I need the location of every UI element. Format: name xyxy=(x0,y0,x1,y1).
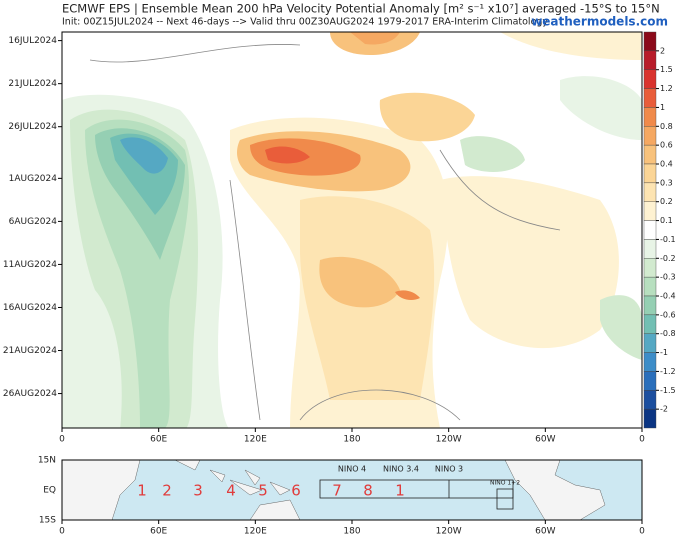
phase-label: 7 xyxy=(332,482,342,500)
colorbar-swatch xyxy=(643,163,657,184)
colorbar-swatch xyxy=(643,31,657,52)
colorbar-swatch xyxy=(643,276,657,297)
x-tick-label: 60E xyxy=(150,435,167,445)
map-x-tick-label: 0 xyxy=(59,527,65,537)
map-x-tick-label: 60W xyxy=(535,527,555,537)
colorbar-label: 1.2 xyxy=(660,84,673,93)
x-tick-label: 0 xyxy=(639,435,645,445)
colorbar-swatch xyxy=(643,220,657,240)
lat-label: 15N xyxy=(38,456,56,466)
map-x-tick-label: 180 xyxy=(343,527,360,537)
colorbar-label: 0.2 xyxy=(660,197,673,206)
lat-label: 15S xyxy=(39,516,56,526)
colorbar-label: -0.2 xyxy=(660,254,676,263)
nino-label: NINO 3 xyxy=(435,465,463,474)
phase-label: 1 xyxy=(137,482,147,500)
nino-label: NINO 1+2 xyxy=(490,480,520,487)
colorbar-label: -1.2 xyxy=(660,367,676,376)
phase-label: 1 xyxy=(395,482,405,500)
phase-label: 2 xyxy=(162,482,172,500)
chart-title: ECMWF EPS | Ensemble Mean 200 hPa Veloci… xyxy=(62,2,660,16)
colorbar-swatch xyxy=(643,314,657,334)
colorbar-label: -0.6 xyxy=(660,310,676,319)
y-tick-label: 16JUL2024 xyxy=(8,36,57,46)
colorbar-label: -0.1 xyxy=(660,235,676,244)
lat-label: EQ xyxy=(43,486,56,496)
phase-label: 3 xyxy=(193,482,203,500)
y-tick-label: 26JUL2024 xyxy=(8,122,57,132)
colorbar-swatch xyxy=(643,201,657,221)
y-tick-label: 11AUG2024 xyxy=(3,260,57,270)
x-tick-label: 180 xyxy=(343,435,360,445)
map-x-tick-label: 60E xyxy=(150,527,167,537)
y-tick-label: 6AUG2024 xyxy=(9,217,58,227)
colorbar-label: 0.1 xyxy=(660,216,673,225)
colorbar-label: -0.8 xyxy=(660,329,676,338)
y-tick-label: 21AUG2024 xyxy=(3,346,57,356)
phase-label: 6 xyxy=(291,482,301,500)
colorbar-swatch xyxy=(643,371,657,391)
phase-label: 4 xyxy=(226,482,236,500)
x-tick-label: 120W xyxy=(436,435,462,445)
colorbar-label: -2 xyxy=(660,405,668,414)
phase-label: 8 xyxy=(363,482,373,500)
colorbar-swatch xyxy=(643,126,657,146)
colorbar-label: 0.6 xyxy=(660,141,673,150)
nino-label: NINO 4 xyxy=(338,465,366,474)
brand: weathermodels.com xyxy=(531,15,668,29)
colorbar-label: 1 xyxy=(660,103,665,112)
colorbar-swatch xyxy=(643,50,657,70)
map-x-tick-label: 120W xyxy=(436,527,462,537)
map-x-tick-label: 120E xyxy=(244,527,267,537)
y-tick-label: 1AUG2024 xyxy=(9,174,58,184)
colorbar-label: -1.5 xyxy=(660,386,676,395)
x-tick-label: 0 xyxy=(59,435,65,445)
colorbar-swatch xyxy=(643,352,657,372)
map-x-tick-label: 0 xyxy=(639,527,645,537)
y-tick-label: 21JUL2024 xyxy=(8,79,57,89)
colorbar-label: 1.5 xyxy=(660,65,673,74)
colorbar-label: 0.4 xyxy=(660,160,673,169)
colorbar-swatch xyxy=(643,182,657,202)
colorbar-swatch xyxy=(643,69,657,89)
colorbar-swatch xyxy=(643,333,657,353)
colorbar-label: 0.8 xyxy=(660,122,673,131)
field xyxy=(62,32,642,428)
y-tick-label: 26AUG2024 xyxy=(3,389,57,399)
colorbar-label: 2 xyxy=(660,46,665,55)
colorbar-label: -0.4 xyxy=(660,292,676,301)
colorbar-label: -1 xyxy=(660,348,668,357)
colorbar-swatch xyxy=(643,144,657,165)
chart-subtitle: Init: 00Z15JUL2024 -- Next 46-days --> V… xyxy=(62,17,548,28)
x-tick-label: 120E xyxy=(244,435,267,445)
x-tick-label: 60W xyxy=(535,435,555,445)
phase-label: 5 xyxy=(258,482,268,500)
colorbar-label: -0.3 xyxy=(660,273,676,282)
colorbar-swatch xyxy=(643,239,657,259)
colorbar-swatch xyxy=(643,390,657,410)
colorbar-swatch xyxy=(643,88,657,108)
colorbar-swatch xyxy=(643,295,657,316)
colorbar-swatch xyxy=(643,107,657,127)
colorbar-label: 0.3 xyxy=(660,178,673,187)
map xyxy=(62,460,642,520)
colorbar-swatch xyxy=(643,258,657,278)
nino-label: NINO 3.4 xyxy=(383,465,419,474)
colorbar-swatch xyxy=(643,408,657,429)
y-tick-label: 16AUG2024 xyxy=(3,303,57,313)
